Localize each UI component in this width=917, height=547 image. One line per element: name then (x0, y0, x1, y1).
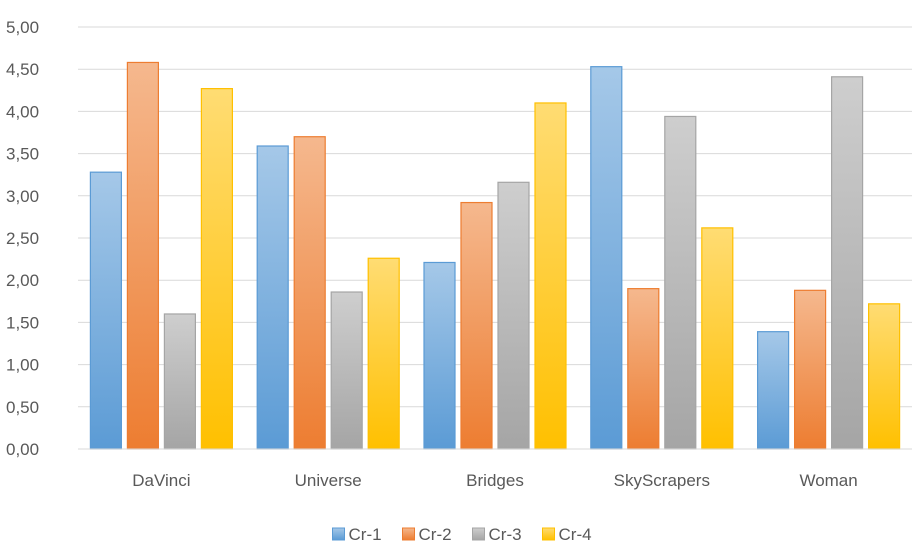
x-tick-label: Bridges (466, 471, 524, 490)
y-tick-label: 3,50 (6, 145, 39, 164)
legend-swatch-cr-4 (542, 527, 555, 541)
x-tick-label: SkyScrapers (614, 471, 710, 490)
bars (89, 61, 901, 450)
bar-cr-2-universe (293, 136, 326, 450)
x-axis-tick-labels: DaVinci Universe Bridges SkyScrapers Woman (132, 471, 857, 490)
legend-label-cr-4: Cr-4 (559, 525, 592, 542)
legend-label-cr-3: Cr-3 (489, 525, 522, 542)
legend-swatch-cr-1 (332, 527, 345, 541)
bar-cr-4-woman (867, 303, 901, 450)
bar-cr-1-woman (756, 331, 790, 450)
y-tick-label: 5,00 (6, 18, 39, 37)
x-tick-label: Woman (799, 471, 857, 490)
bar-cr-1-skyscrapers (590, 66, 623, 450)
bar-cr-2-skyscrapers (627, 288, 660, 450)
legend: Cr-1 Cr-2 Cr-3 Cr-4 (332, 525, 592, 544)
bar-cr-2-davinci (126, 61, 160, 450)
legend-swatch-cr-3 (472, 527, 485, 541)
bar-cr-3-woman (830, 76, 864, 450)
y-tick-label: 2,50 (6, 229, 39, 248)
bar-cr-1-bridges (423, 261, 456, 450)
y-tick-label: 2,00 (6, 271, 39, 290)
legend-label-cr-2: Cr-2 (419, 525, 452, 542)
y-tick-label: 1,00 (6, 356, 39, 375)
bar-cr-3-universe (330, 291, 363, 450)
bar-cr-2-woman (793, 289, 827, 450)
y-axis-tick-labels: 0,00 0,50 1,00 1,50 2,00 2,50 3,00 3,50 4,00 4,50… (6, 18, 39, 459)
bar-cr-4-skyscrapers (701, 227, 734, 450)
bar-cr-4-bridges (534, 102, 567, 450)
y-tick-label: 4,00 (6, 102, 39, 121)
bar-cr-1-universe (256, 145, 289, 450)
x-tick-label: Universe (295, 471, 362, 490)
bar-cr-3-bridges (497, 181, 530, 450)
bar-cr-4-davinci (200, 88, 233, 450)
x-tick-label: DaVinci (132, 471, 190, 490)
y-tick-label: 3,00 (6, 187, 39, 206)
legend-swatch-cr-2 (402, 527, 415, 541)
bar-cr-3-davinci (163, 313, 196, 450)
bar-cr-4-universe (367, 257, 400, 450)
bar-cr-3-skyscrapers (664, 115, 697, 450)
y-tick-label: 4,50 (6, 60, 39, 79)
y-tick-label: 1,50 (6, 313, 39, 332)
legend-label-cr-1: Cr-1 (349, 525, 382, 542)
bar-cr-2-bridges (460, 201, 493, 450)
bar-cr-1-davinci (89, 171, 123, 450)
y-tick-label: 0,00 (6, 440, 39, 459)
y-tick-label: 0,50 (6, 398, 39, 417)
